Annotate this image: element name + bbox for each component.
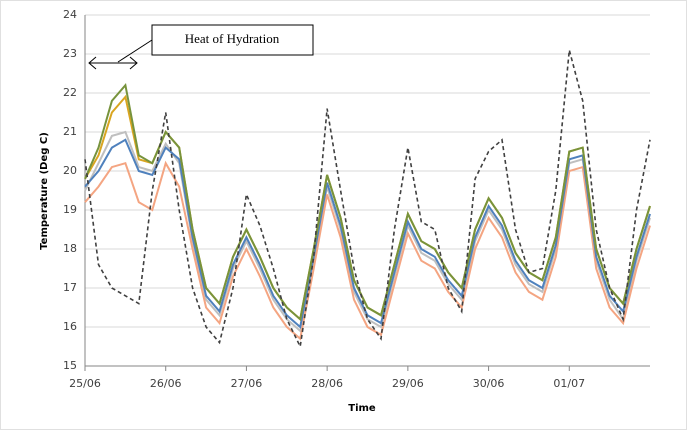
x-tick-label: 27/06 <box>231 377 263 390</box>
annotation: Heat of Hydration <box>185 31 280 46</box>
y-axis-label: Temperature (Deg C) <box>39 132 50 250</box>
y-tick-label: 16 <box>63 320 77 333</box>
x-tick-label: 01/07 <box>553 377 585 390</box>
y-tick-label: 23 <box>63 47 77 60</box>
y-tick-label: 15 <box>63 359 77 372</box>
y-tick-label: 20 <box>63 164 77 177</box>
x-tick-label: 25/06 <box>69 377 101 390</box>
y-tick-label: 24 <box>63 8 77 21</box>
series-line <box>84 82 651 322</box>
series-line <box>84 130 651 333</box>
y-tick-label: 19 <box>63 203 77 216</box>
y-tick-label: 22 <box>63 86 77 99</box>
y-tick-label: 17 <box>63 281 77 294</box>
series-line <box>84 138 651 329</box>
x-tick-label: 30/06 <box>473 377 505 390</box>
dashed-line <box>84 49 651 350</box>
x-tick-label: 28/06 <box>311 377 343 390</box>
x-axis-label: Time <box>348 403 376 414</box>
annotation-arrow <box>88 39 153 70</box>
y-tick-label: 18 <box>63 242 77 255</box>
series-line <box>84 94 651 322</box>
series-line <box>84 160 651 341</box>
x-tick-label: 29/06 <box>392 377 424 390</box>
y-tick-label: 21 <box>63 125 77 138</box>
x-tick-label: 26/06 <box>150 377 182 390</box>
